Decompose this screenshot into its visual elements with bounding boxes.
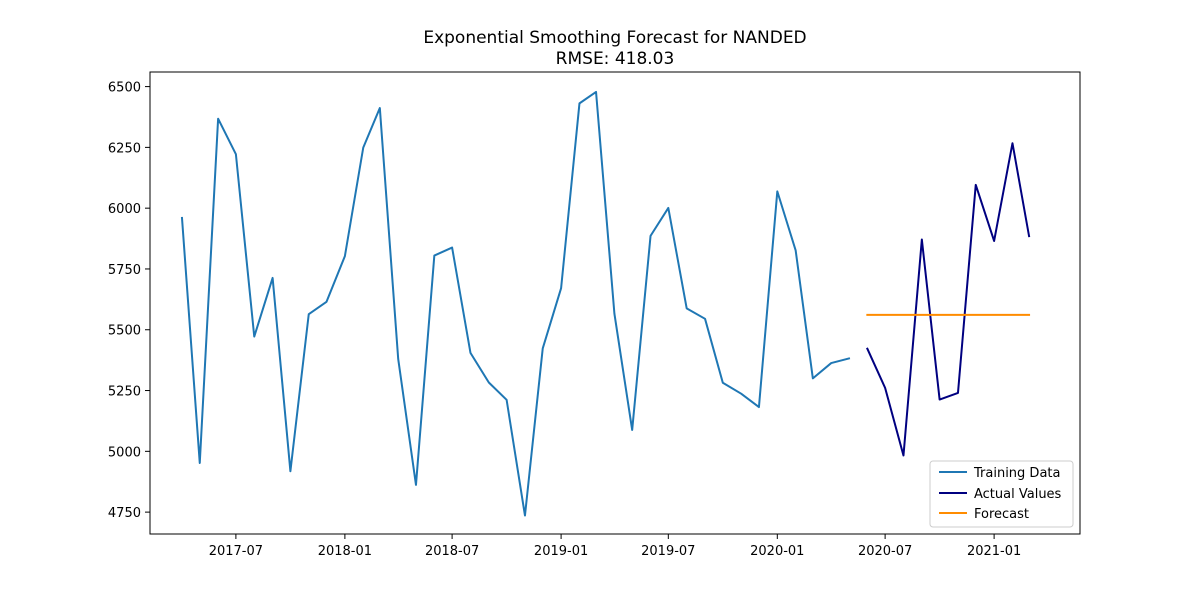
x-axis: 2017-07 2018-01 2018-07 2019-01 2019-07 2020-…: [209, 534, 1021, 559]
chart-title: Exponential Smoothing Forecast for NANDE…: [423, 28, 806, 48]
x-tick-label: 2019-01: [534, 544, 588, 559]
series-line-training-data: [180, 90, 851, 517]
x-tick-label: 2019-07: [641, 544, 695, 559]
series-layer: [180, 90, 1031, 517]
series-line-actual-values: [866, 142, 1031, 457]
legend-label-forecast: Forecast: [974, 507, 1029, 522]
y-tick-label: 6000: [108, 202, 141, 217]
y-tick-label: 5500: [108, 324, 141, 339]
y-tick-label: 5250: [108, 385, 141, 400]
legend-box: [929, 460, 1074, 528]
x-tick-label: 2021-01: [967, 544, 1021, 559]
y-tick-label: 6250: [108, 141, 141, 156]
x-tick-label: 2017-07: [209, 544, 263, 559]
chart-subtitle: RMSE: 418.03: [556, 49, 675, 69]
x-tick-label: 2020-01: [750, 544, 804, 559]
legend: Training Data Actual Values Forecast: [929, 460, 1074, 528]
y-tick-label: 5750: [108, 263, 141, 278]
plot-frame: [149, 71, 1081, 535]
x-tick-label: 2018-07: [425, 544, 479, 559]
legend-label-training-data: Training Data: [973, 466, 1060, 481]
y-tick-label: 6500: [108, 81, 141, 96]
legend-label-actual-values: Actual Values: [974, 487, 1062, 502]
y-tick-label: 5000: [108, 445, 141, 460]
y-tick-label: 4750: [108, 506, 141, 521]
y-axis: 4750 5000 5250 5500 5750 6000 6250 6500: [108, 81, 150, 521]
x-tick-label: 2018-01: [318, 544, 372, 559]
x-tick-label: 2020-07: [858, 544, 912, 559]
